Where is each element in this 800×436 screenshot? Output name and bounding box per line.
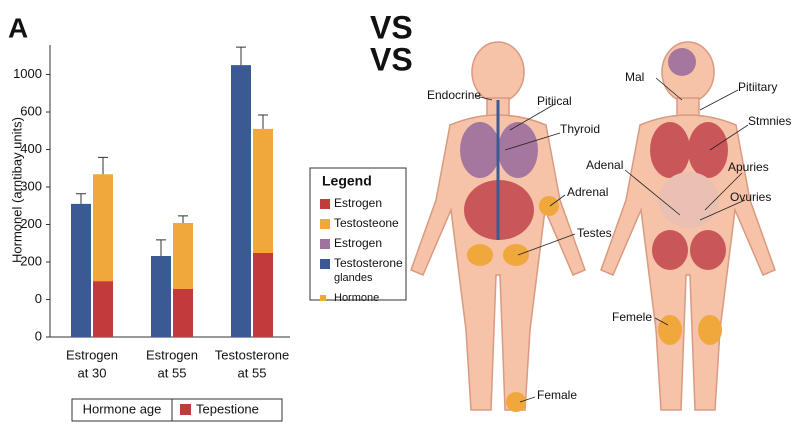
y-tick-label: 0 — [35, 291, 42, 306]
legend-title: Legend — [322, 173, 372, 189]
body-label: Pitiical — [537, 94, 572, 108]
error-bar — [76, 193, 86, 204]
chart-title: A — [8, 12, 28, 43]
vs: VS — [370, 41, 413, 77]
legend-label: Hormone — [334, 292, 379, 304]
legend-swatch — [320, 239, 330, 249]
body-label: Pitiitary — [738, 80, 777, 94]
bar — [173, 289, 193, 337]
bar — [93, 174, 113, 282]
legend-label: Testosterone — [334, 256, 403, 270]
bar — [231, 65, 251, 337]
legend-label: Estrogen — [334, 236, 382, 250]
error-bar — [178, 215, 188, 223]
legend-swatch — [320, 259, 330, 269]
y-tick-label: 1000 — [13, 66, 42, 81]
vs: VS — [370, 9, 413, 45]
x-tick-label: Estrogen — [66, 347, 118, 362]
error-bar — [258, 114, 268, 129]
body-label: Female — [537, 388, 577, 402]
bar — [71, 203, 91, 337]
y-tick-label: 0 — [35, 328, 42, 343]
legend-label: Testosteone — [334, 216, 399, 230]
right-body — [600, 41, 776, 411]
body-label: Adrenal — [567, 185, 608, 199]
body-label: Mal — [625, 70, 644, 84]
error-bar — [98, 156, 108, 175]
left-body — [410, 41, 586, 412]
y-tick-label: 200 — [20, 253, 42, 268]
body-label: Femele — [612, 310, 652, 324]
legend-swatch — [320, 199, 330, 209]
x-tick-label: at 55 — [158, 365, 187, 380]
bar — [173, 223, 193, 289]
leader-lines — [475, 77, 749, 403]
y-tick-label: 400 — [20, 141, 42, 156]
body-label: Testes — [577, 226, 612, 240]
legend-label: Estrogen — [334, 196, 382, 210]
error-bar — [156, 239, 166, 256]
x-tick-label: Estrogen — [146, 347, 198, 362]
bar — [93, 281, 113, 337]
body-label: Ovuries — [730, 190, 771, 204]
legend-swatch — [320, 219, 330, 229]
legend-box — [309, 167, 407, 301]
y-tick-label: 200 — [20, 216, 42, 231]
bar — [253, 253, 273, 337]
body-label: Thyroid — [560, 122, 600, 136]
body-label: Apuries — [728, 160, 769, 174]
body-label: Stmnies — [748, 114, 791, 128]
legend-label: Tepestione — [196, 401, 259, 416]
body-label: Endocrine — [427, 88, 481, 102]
legend-label: glandes — [334, 272, 373, 284]
x-tick-label: Testosterone — [215, 347, 289, 362]
bar — [253, 128, 273, 253]
legend-frame — [171, 398, 283, 422]
legend-swatch — [180, 404, 191, 415]
legend-swatch — [320, 295, 326, 301]
x-tick-label: at 30 — [78, 365, 107, 380]
bar — [151, 256, 171, 337]
y-axis-label: Hormonel (arntibay units) — [9, 117, 24, 263]
y-tick-label: 600 — [20, 103, 42, 118]
x-tick-label: at 55 — [238, 365, 267, 380]
error-bar — [236, 46, 246, 66]
footer: Hormone age — [83, 401, 162, 416]
y-tick-label: 300 — [20, 178, 42, 193]
body-label: Adenal — [586, 158, 623, 172]
